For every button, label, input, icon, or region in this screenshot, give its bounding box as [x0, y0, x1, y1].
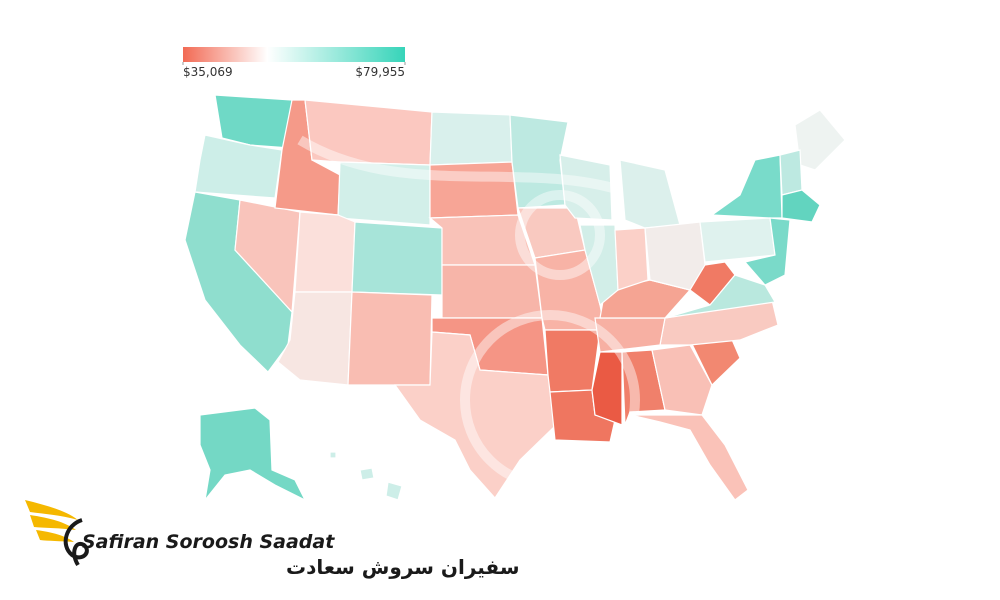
state	[359, 467, 375, 481]
state	[294, 211, 356, 293]
state	[651, 344, 713, 416]
state	[710, 154, 783, 219]
state	[579, 224, 619, 307]
states	[184, 94, 846, 503]
state	[429, 111, 513, 166]
state	[441, 264, 543, 319]
legend-min-label: $35,069	[183, 65, 233, 79]
state	[621, 349, 666, 426]
legend-max-label: $79,955	[355, 65, 405, 79]
logo-swan	[63, 518, 89, 567]
state	[429, 161, 519, 219]
state	[347, 291, 433, 386]
state	[689, 261, 736, 306]
state	[664, 274, 776, 319]
state	[794, 109, 846, 171]
state	[351, 221, 443, 296]
brand-name-fa: سفیران سروش سعادت	[286, 555, 520, 579]
state	[614, 227, 649, 291]
state	[337, 161, 431, 226]
state	[385, 481, 403, 501]
state	[544, 329, 601, 393]
state	[194, 134, 283, 199]
logo: Safiran Soroosh Saadat سفیران سروش سعادت	[25, 500, 520, 579]
state	[699, 217, 776, 263]
logo-wing	[30, 515, 76, 530]
brand-name-en: Safiran Soroosh Saadat	[82, 531, 335, 553]
state	[629, 414, 749, 501]
state	[329, 451, 337, 459]
state	[619, 159, 681, 229]
state	[214, 94, 293, 149]
state	[781, 189, 821, 223]
color-ramp	[183, 47, 405, 62]
state	[199, 407, 307, 503]
watermark	[297, 135, 640, 490]
state	[779, 149, 803, 196]
state	[743, 217, 791, 286]
legend: $35,069 $79,955	[182, 47, 406, 79]
logo-wing	[25, 500, 78, 520]
state	[393, 331, 557, 499]
state	[591, 351, 623, 426]
state	[559, 154, 613, 221]
